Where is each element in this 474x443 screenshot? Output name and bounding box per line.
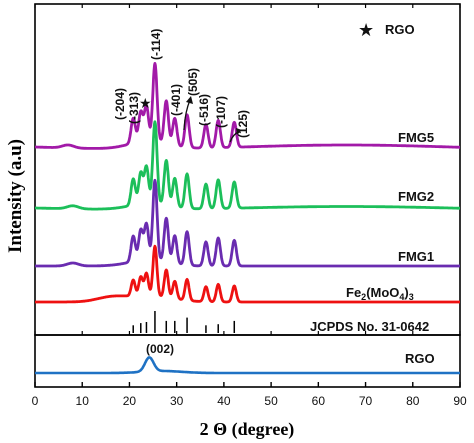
series-label-fe2moo43: Fe2(MoO4)3 <box>346 285 414 302</box>
x-tick-label: 40 <box>217 394 231 408</box>
x-axis-ticks <box>34 4 461 387</box>
xrd-curves <box>34 62 461 375</box>
series-label-fmg5: FMG5 <box>398 130 434 145</box>
legend-star-icon: ★ <box>358 20 374 40</box>
x-tick-label: 50 <box>264 394 278 408</box>
x-tick-labels: 0 10 20 30 40 50 60 70 80 90 <box>32 394 467 408</box>
peak-annotation-505: (505) <box>186 68 200 96</box>
series-label-fmg1: FMG1 <box>398 249 434 264</box>
x-tick-label: 90 <box>453 394 467 408</box>
peak-annotation-401: (-401) <box>169 84 183 116</box>
x-tick-label: 20 <box>123 394 137 408</box>
x-tick-label: 10 <box>76 394 90 408</box>
arrow-125-head-icon <box>236 128 242 135</box>
fmg2-curve <box>34 120 461 211</box>
series-label-rgo: RGO <box>405 351 435 366</box>
peak-annotation-313: (-313) <box>127 92 141 124</box>
peak-annotation-516: (-516) <box>197 94 211 126</box>
reference-label: JCPDS No. 31-0642 <box>310 319 429 334</box>
lower-plot-frame <box>34 334 461 388</box>
reference-lines <box>132 311 236 333</box>
x-tick-label: 80 <box>406 394 420 408</box>
arrow-505-head-icon <box>186 96 193 104</box>
legend-label: RGO <box>385 22 415 37</box>
x-tick-label: 30 <box>170 394 184 408</box>
rgo-peak-label: (002) <box>146 342 174 356</box>
fmg1-curve <box>34 178 461 268</box>
peak-annotation-107: (-107) <box>214 96 228 128</box>
x-tick-label: 70 <box>359 394 373 408</box>
peak-annotation-204: (-204) <box>113 88 127 120</box>
peak-annotation-114: (-114) <box>149 29 163 60</box>
x-axis-title: 2 Θ (degree) <box>200 419 295 440</box>
rgo-curve <box>35 356 460 375</box>
y-axis-title: Intensity (a.u) <box>5 139 26 253</box>
series-label-fmg2: FMG2 <box>398 189 434 204</box>
x-tick-label: 60 <box>312 394 326 408</box>
fmg5-curve <box>34 62 461 150</box>
fe2moo43-curve <box>34 244 461 304</box>
rgo-star-marker-icon: ★ <box>139 95 152 111</box>
x-tick-label: 0 <box>32 394 39 408</box>
